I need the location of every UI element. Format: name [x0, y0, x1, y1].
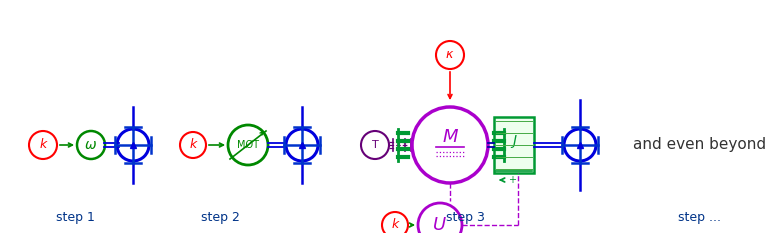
Text: T: T	[372, 140, 379, 150]
Text: J: J	[512, 134, 516, 148]
Text: step 1: step 1	[56, 212, 94, 225]
Text: k: k	[391, 219, 398, 232]
Text: MØT: MØT	[237, 140, 259, 150]
Text: U: U	[434, 216, 447, 233]
Text: and even beyond: and even beyond	[633, 137, 767, 153]
Text: k: k	[190, 138, 197, 151]
Text: +: +	[508, 175, 516, 185]
Text: step 3: step 3	[445, 212, 485, 225]
Text: $\omega$: $\omega$	[85, 138, 97, 152]
Bar	[494, 117, 534, 173]
Text: k: k	[39, 138, 46, 151]
Text: M: M	[442, 128, 458, 146]
Text: $\kappa$: $\kappa$	[445, 48, 455, 62]
Text: step ...: step ...	[678, 212, 721, 225]
Text: step 2: step 2	[201, 212, 239, 225]
